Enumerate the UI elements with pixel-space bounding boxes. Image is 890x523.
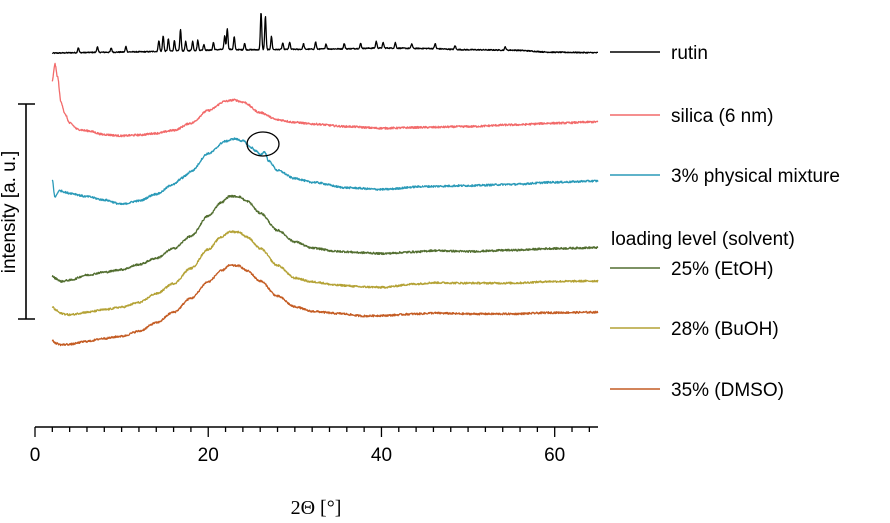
legend-label-35-dmso: 35% (DMSO) (671, 380, 784, 401)
legend-label-25-etoh: 25% (EtOH) (671, 259, 773, 280)
legend-label-rutin: rutin (671, 43, 708, 64)
x-tick-label: 20 (198, 445, 219, 466)
x-tick-label: 40 (371, 445, 392, 466)
legend-group-title: loading level (solvent) (611, 229, 795, 250)
legend-label-silica-6-nm: silica (6 nm) (671, 106, 773, 127)
series-line-3-physical-mixture (51, 137, 599, 206)
intensity-scale-bar: intensity [a. u.] (0, 103, 35, 320)
x-tick-label: 60 (544, 445, 565, 466)
series-line-rutin (51, 13, 599, 55)
x-axis-label: 2Θ [°] (291, 497, 342, 519)
x-tick-label: 0 (30, 445, 41, 466)
legend-label-3-physical-mixture: 3% physical mixture (671, 166, 840, 187)
y-axis-label: intensity [a. u.] (0, 151, 20, 274)
series-layer (51, 13, 599, 347)
x-axis: 0 20 40 60 (30, 426, 598, 466)
rutin-reflection-circle (246, 131, 280, 157)
legend: rutin silica (6 nm) 3% physical mixture 25%… (610, 43, 840, 401)
series-line-25-etoh (51, 194, 599, 283)
series-line-35-dmso (51, 263, 599, 347)
series-line-28-buoh (51, 230, 599, 317)
series-line-silica-6-nm (51, 62, 599, 138)
legend-label-28-buoh: 28% (BuOH) (671, 319, 779, 340)
